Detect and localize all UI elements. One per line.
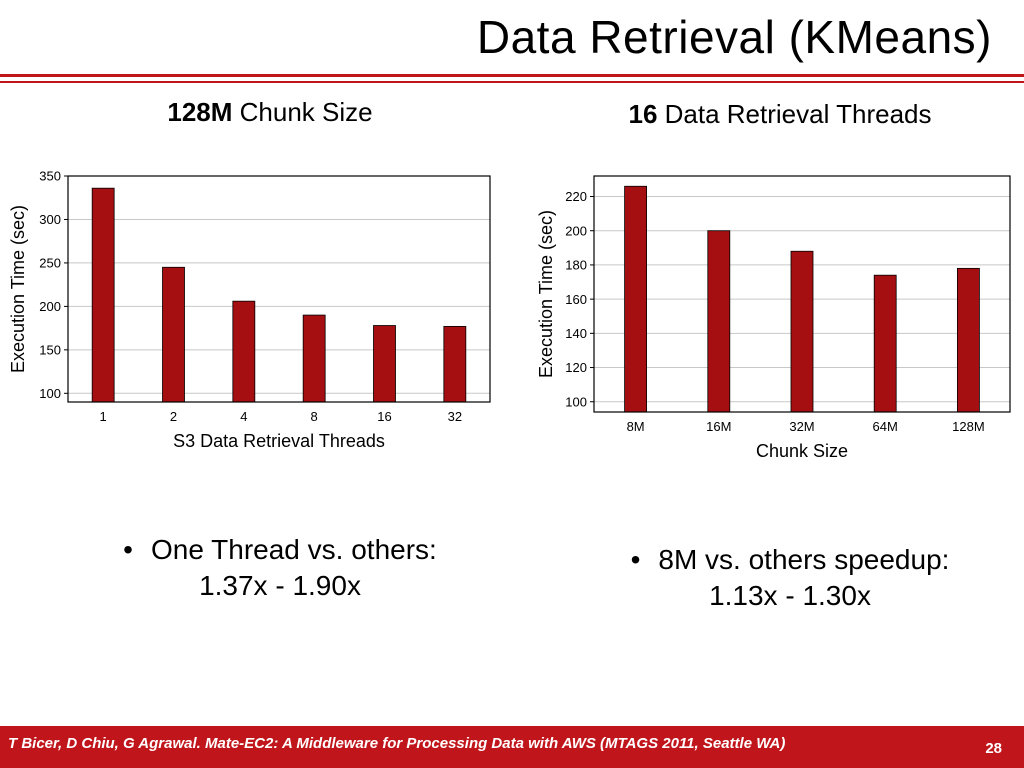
y-tick-label: 140	[565, 326, 587, 341]
right-bullet-line1: 8M vs. others speedup:	[658, 544, 950, 575]
x-axis-label: Chunk Size	[756, 441, 848, 461]
left-heading-bold: 128M	[167, 97, 233, 127]
threads-bar-chart: 100 150 200 250 300 350 1 2 4 8 16 32 S3 Data Retrie…	[8, 169, 491, 451]
plot-area	[68, 176, 490, 402]
y-tick-label: 250	[39, 256, 61, 271]
y-tick-label: 100	[39, 386, 61, 401]
left-heading-rest: Chunk Size	[232, 97, 373, 127]
bar-4	[232, 300, 256, 403]
left-bullet-line2: 1.37x - 1.90x	[199, 570, 361, 601]
bar-128M	[956, 267, 980, 413]
left-bullet: • One Thread vs. others: 1.37x - 1.90x	[60, 532, 500, 604]
right-heading-rest: Data Retrieval Threads	[657, 99, 932, 129]
bullet-dot-icon: •	[123, 534, 133, 565]
right-chart-heading: 16 Data Retrieval Threads	[570, 99, 990, 130]
bar-8M	[624, 185, 647, 413]
x-tick-label: 8	[311, 409, 318, 424]
x-tick-label: 128M	[952, 419, 985, 434]
bar-2	[162, 266, 185, 403]
right-heading-bold: 16	[628, 99, 658, 129]
title-rule-top	[0, 74, 1024, 77]
x-axis-label: S3 Data Retrieval Threads	[173, 431, 385, 451]
y-tick-label: 120	[565, 360, 587, 375]
y-axis-label: Execution Time (sec)	[536, 210, 556, 378]
x-tick-label: 32	[448, 409, 462, 424]
right-bullet-line2: 1.13x - 1.30x	[709, 580, 871, 611]
page-number: 28	[985, 740, 1002, 757]
bar-1	[91, 187, 115, 403]
x-tick-label: 32M	[789, 419, 814, 434]
y-tick-label: 150	[39, 343, 61, 358]
x-tick-label: 8M	[627, 419, 645, 434]
x-tick-label: 2	[170, 409, 177, 424]
plot-frame	[67, 175, 491, 403]
y-tick-label: 200	[39, 299, 61, 314]
y-axis-label: Execution Time (sec)	[8, 205, 28, 373]
x-tick-label: 4	[240, 409, 247, 424]
title-rule-bottom	[0, 81, 1024, 83]
chunk-size-bar-chart: 100 120 140 160 180 200 220 8M 16M 32M 64M 128M Chun…	[536, 175, 1011, 461]
x-tick-label: 16	[377, 409, 391, 424]
y-tick-label: 200	[565, 223, 587, 238]
y-tick-label: 220	[565, 189, 587, 204]
bar-16M	[707, 230, 731, 413]
y-tick-label: 350	[39, 169, 61, 184]
left-bullet-line1: One Thread vs. others:	[150, 534, 437, 565]
x-tick-label: 16M	[706, 419, 731, 434]
bar-16	[373, 325, 396, 403]
footer-bar: T Bicer, D Chiu, G Agrawal. Mate-EC2: A …	[0, 726, 1024, 768]
plot-frame	[593, 175, 1011, 413]
bar-32	[443, 325, 467, 403]
bullet-dot-icon: •	[630, 544, 641, 575]
y-tick-label: 300	[39, 212, 61, 227]
x-tick-label: 64M	[873, 419, 898, 434]
bar-32M	[790, 250, 814, 413]
y-tick-label: 100	[565, 394, 587, 409]
left-chart-heading: 128M Chunk Size	[120, 97, 420, 128]
bar-64M	[873, 274, 897, 413]
footer-citation: T Bicer, D Chiu, G Agrawal. Mate-EC2: A …	[8, 735, 786, 752]
x-tick-label: 1	[100, 409, 107, 424]
y-tick-label: 160	[565, 292, 587, 307]
y-tick-label: 180	[565, 258, 587, 273]
slide-title: Data Retrieval (KMeans)	[476, 11, 992, 63]
bar-8	[302, 314, 326, 403]
right-bullet: • 8M vs. others speedup: 1.13x - 1.30x	[570, 542, 1010, 614]
